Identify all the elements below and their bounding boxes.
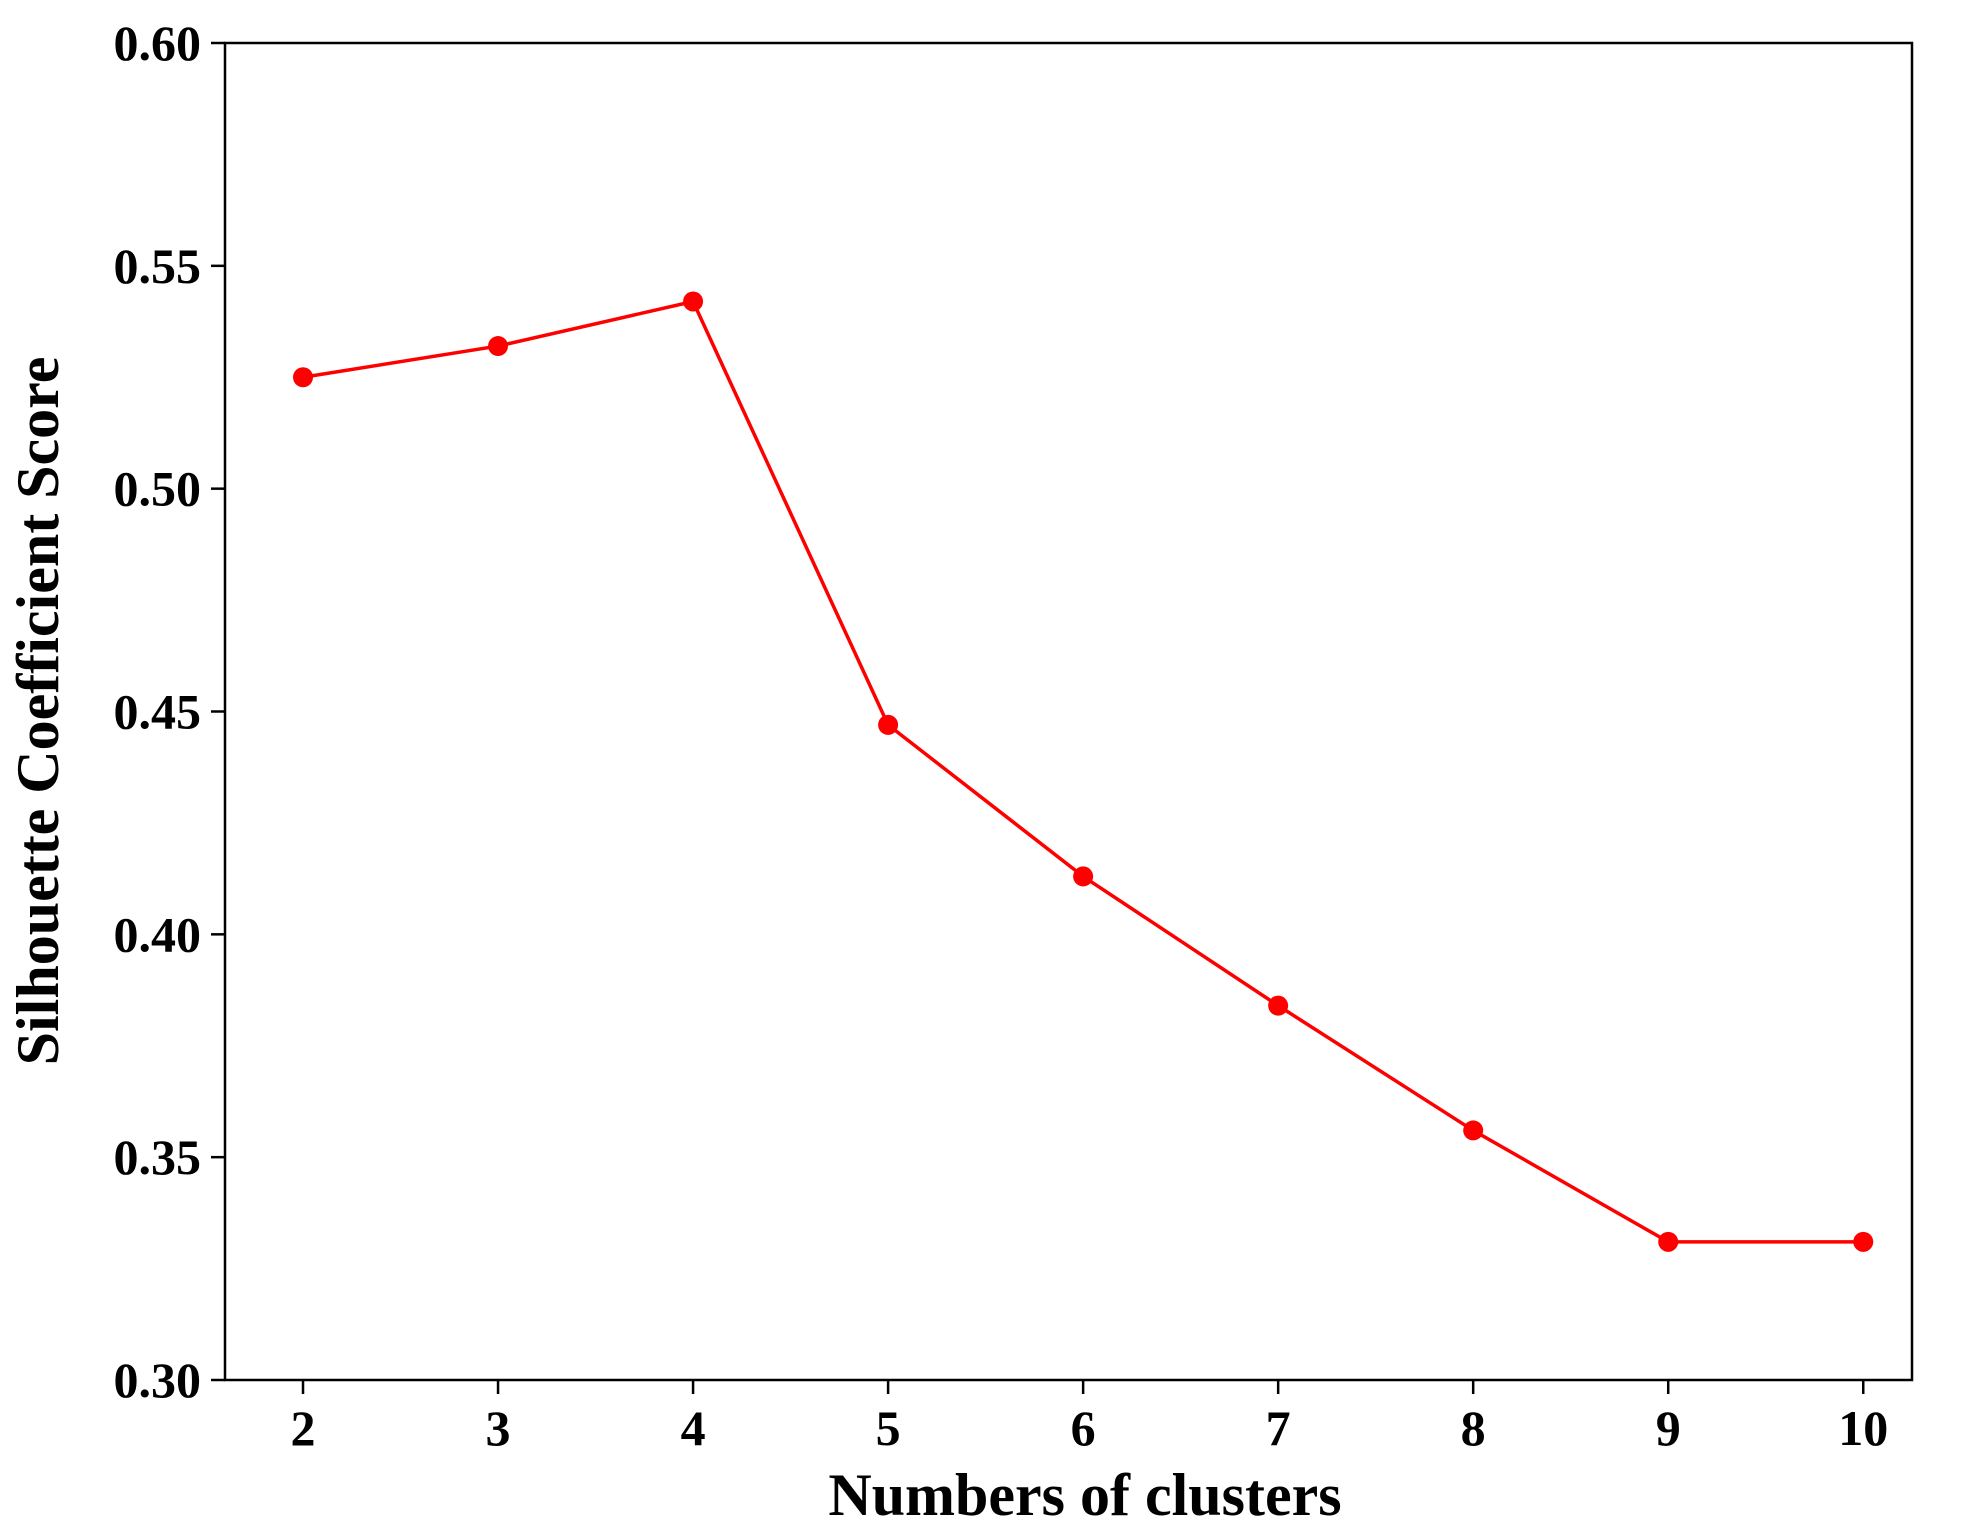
data-point <box>293 367 314 388</box>
x-axis-title: Numbers of clusters <box>828 1462 1341 1528</box>
x-tick-label: 9 <box>1656 1400 1681 1456</box>
data-point <box>1853 1231 1874 1252</box>
data-point <box>488 336 509 357</box>
data-point <box>878 714 899 735</box>
y-tick-label: 0.30 <box>114 1352 202 1408</box>
x-tick-label: 3 <box>486 1400 511 1456</box>
y-tick-label: 0.55 <box>114 238 202 294</box>
x-tick-label: 6 <box>1071 1400 1096 1456</box>
y-tick-label: 0.40 <box>114 906 202 962</box>
x-axis-ticks: 2 3 4 5 6 7 8 9 10 <box>291 1380 1888 1456</box>
y-tick-label: 0.45 <box>114 684 202 740</box>
x-tick-label: 5 <box>876 1400 901 1456</box>
data-point <box>1463 1120 1484 1141</box>
data-point <box>683 291 704 312</box>
series-line <box>302 299 1864 1244</box>
y-tick-label: 0.60 <box>114 15 202 71</box>
y-tick-label: 0.35 <box>114 1129 202 1185</box>
x-tick-label: 4 <box>681 1400 706 1456</box>
x-tick-label: 10 <box>1838 1400 1888 1456</box>
data-point <box>1658 1231 1679 1252</box>
x-tick-label: 2 <box>291 1400 316 1456</box>
plot-frame <box>223 41 1914 1382</box>
data-point <box>1073 866 1094 887</box>
x-tick-label: 7 <box>1266 1400 1291 1456</box>
y-axis-ticks: 0.30 0.35 0.40 0.45 0.50 0.55 0.60 <box>114 15 225 1408</box>
x-tick-label: 8 <box>1461 1400 1486 1456</box>
y-tick-label: 0.50 <box>114 461 202 517</box>
series-layer <box>293 291 1874 1252</box>
data-point <box>1268 995 1289 1016</box>
y-axis-title: Silhouette Coefficient Score <box>5 357 71 1066</box>
